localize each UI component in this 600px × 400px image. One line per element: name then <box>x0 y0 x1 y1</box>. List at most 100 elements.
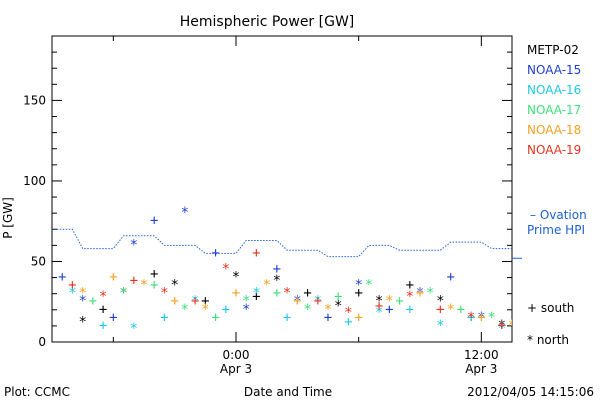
data-point-noaa-17: + <box>518 318 526 334</box>
data-point-noaa-16: * <box>191 294 199 310</box>
data-point-noaa-16: * <box>436 318 444 334</box>
data-point-noaa-16: + <box>406 302 414 318</box>
ovation-label-line2: Prime HPI <box>527 223 585 237</box>
data-point-noaa-16: * <box>375 305 383 321</box>
data-point-noaa-18: + <box>416 286 424 302</box>
data-point-noaa-18: * <box>140 278 148 294</box>
data-point-noaa-19: + <box>252 245 260 261</box>
north-marker-label: * north <box>527 333 569 347</box>
y-tick-label: 150 <box>23 93 46 107</box>
data-point-noaa-16: + <box>467 310 475 326</box>
data-point-metp-02: + <box>406 278 414 294</box>
data-point-metp-02: + <box>467 310 475 326</box>
data-point-noaa-15: * <box>78 294 86 310</box>
data-point-noaa-16: * <box>498 321 506 337</box>
data-point-noaa-16: + <box>222 302 230 318</box>
data-point-noaa-15: * <box>416 286 424 302</box>
data-point-metp-02: * <box>436 294 444 310</box>
legend-item: NOAA-19 <box>527 143 581 157</box>
data-point-noaa-18: * <box>385 294 393 310</box>
data-point-noaa-19: * <box>222 262 230 278</box>
legend-item: NOAA-15 <box>527 63 581 77</box>
data-point-noaa-19: * <box>467 310 475 326</box>
data-point-noaa-18: + <box>538 315 546 331</box>
data-point-metp-02: + <box>150 266 158 282</box>
data-point-noaa-18: + <box>293 294 301 310</box>
data-point-noaa-17: * <box>181 302 189 318</box>
data-point-noaa-16: + <box>344 315 352 331</box>
x-tick-time-label: 0:00 <box>223 348 250 362</box>
data-point-metp-02: + <box>99 302 107 318</box>
data-point-noaa-17: + <box>150 278 158 294</box>
data-point-noaa-19: + <box>68 278 76 294</box>
data-point-noaa-15: + <box>109 310 117 326</box>
data-point-noaa-17: + <box>89 294 97 310</box>
data-point-noaa-15: + <box>58 270 66 286</box>
plot-credit: Plot: CCMC <box>4 385 70 399</box>
plot-marks: *+*+*+*+*+*+ *+*+* + *+*+*+ *+*+*+*+*+*+*+*+… <box>52 205 598 345</box>
data-point-metp-02: + <box>303 286 311 302</box>
data-point-noaa-16: + <box>590 329 598 345</box>
data-point-noaa-16: + <box>160 310 168 326</box>
data-point-noaa-17: + <box>334 289 342 305</box>
data-point-noaa-16: + <box>528 318 536 334</box>
data-point-noaa-19: + <box>498 318 506 334</box>
data-point-noaa-16: + <box>99 318 107 334</box>
legend-item: METP-02 <box>527 43 579 57</box>
data-point-noaa-16: + <box>283 310 291 326</box>
data-point-noaa-15: + <box>324 310 332 326</box>
data-point-metp-02: * <box>273 273 281 289</box>
data-point-noaa-18: + <box>477 310 485 326</box>
plot-timestamp: 2012/04/05 14:15:06 <box>467 385 594 399</box>
data-point-metp-02: * <box>170 278 178 294</box>
data-point-noaa-19: * <box>406 289 414 305</box>
y-axis-label: P [GW] <box>1 197 15 239</box>
data-point-noaa-16: * <box>68 286 76 302</box>
y-tick-label: 0 <box>38 335 46 349</box>
data-point-noaa-15: + <box>385 302 393 318</box>
x-tick-time-label: 12:00 <box>464 348 499 362</box>
south-marker-label: + south <box>527 301 574 315</box>
data-point-noaa-18: * <box>446 302 454 318</box>
data-point-noaa-16: * <box>252 286 260 302</box>
data-point-noaa-17: * <box>365 278 373 294</box>
data-point-noaa-19: * <box>99 289 107 305</box>
data-point-noaa-15: * <box>181 205 189 221</box>
data-point-noaa-19: + <box>436 302 444 318</box>
data-point-noaa-19: * <box>283 286 291 302</box>
x-tick-date-label: Apr 3 <box>465 362 497 376</box>
data-point-noaa-15: * <box>354 278 362 294</box>
data-point-noaa-19: * <box>590 326 598 342</box>
data-point-noaa-18: * <box>324 302 332 318</box>
data-point-noaa-15: * <box>130 237 138 253</box>
data-point-noaa-19: + <box>559 315 567 331</box>
data-point-noaa-19: + <box>130 273 138 289</box>
data-point-noaa-18: + <box>170 294 178 310</box>
data-point-noaa-19: + <box>314 294 322 310</box>
legend-item: NOAA-16 <box>527 83 581 97</box>
data-point-metp-02: * <box>232 270 240 286</box>
data-point-noaa-17: * <box>487 310 495 326</box>
data-point-metp-02: + <box>201 294 209 310</box>
legend-item: NOAA-18 <box>527 123 581 137</box>
data-point-metp-02: + <box>252 289 260 305</box>
data-point-noaa-18: + <box>354 310 362 326</box>
data-point-noaa-19: + <box>375 299 383 315</box>
data-point-metp-02: * <box>334 299 342 315</box>
data-point-metp-02: * <box>375 294 383 310</box>
data-point-metp-02: * <box>579 326 587 342</box>
data-point-noaa-15: + <box>498 318 506 334</box>
ovation-label-line1: – Ovation <box>530 208 587 222</box>
data-point-noaa-19: * <box>160 286 168 302</box>
data-point-noaa-15: * <box>242 302 250 318</box>
data-point-noaa-18: * <box>262 278 270 294</box>
data-point-noaa-19: * <box>344 305 352 321</box>
plot-frame <box>51 35 513 343</box>
data-point-noaa-15: + <box>273 262 281 278</box>
data-point-noaa-15: + <box>446 270 454 286</box>
data-point-noaa-17: + <box>579 315 587 331</box>
data-point-noaa-18: * <box>201 302 209 318</box>
data-point-noaa-18: * <box>569 321 577 337</box>
data-point-noaa-18: + <box>109 270 117 286</box>
